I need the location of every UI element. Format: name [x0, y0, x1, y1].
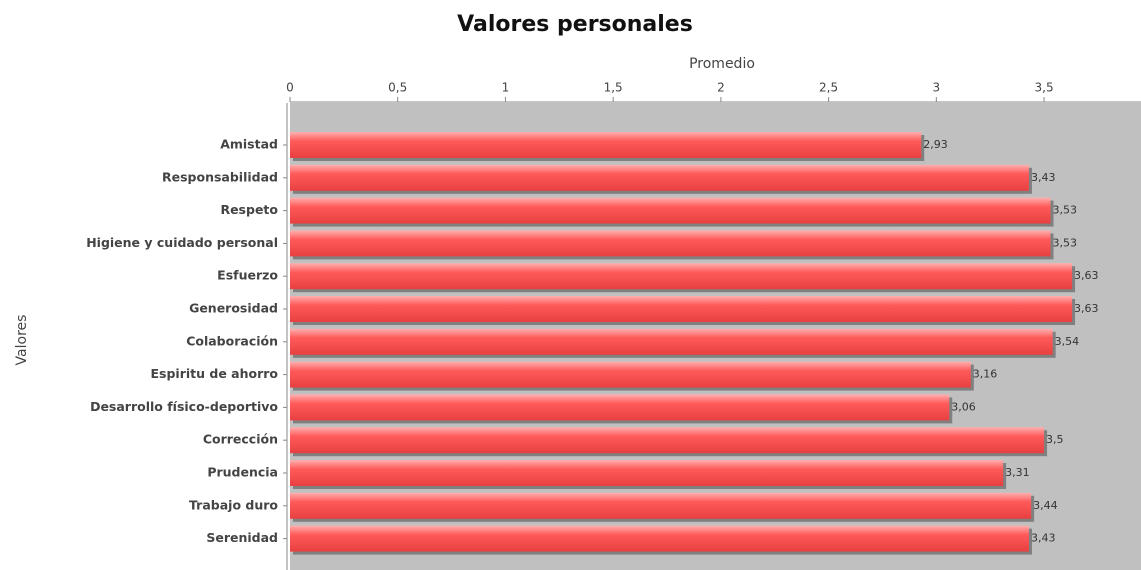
value-label: 3,43 — [1031, 532, 1056, 545]
value-label: 3,31 — [1005, 466, 1030, 479]
bar — [290, 394, 950, 421]
value-label: 3,53 — [1053, 236, 1078, 249]
bar — [290, 230, 1051, 257]
value-label: 3,06 — [951, 400, 976, 413]
x-tick-label: 2 — [717, 81, 725, 95]
x-axis-label: Promedio — [689, 56, 755, 72]
x-tick-label: 3,5 — [1035, 81, 1054, 95]
x-tick-label: 0 — [286, 81, 294, 95]
x-tick-label: 3 — [933, 81, 941, 95]
value-label: 3,54 — [1055, 335, 1080, 348]
bar — [290, 328, 1053, 355]
x-tick-label: 1 — [502, 81, 510, 95]
value-label: 3,16 — [973, 368, 998, 381]
y-tick-label: Serenidad — [206, 530, 278, 545]
y-tick-label: Higiene y cuidado personal — [86, 235, 278, 250]
chart-title: Valores personales — [457, 12, 693, 37]
bar — [290, 525, 1029, 552]
bar — [290, 460, 1004, 486]
bar — [290, 361, 971, 388]
y-tick-label: Corrección — [203, 432, 278, 447]
bar — [290, 263, 1073, 290]
value-label: 3,53 — [1053, 204, 1078, 217]
x-tick-label: 1,5 — [604, 81, 623, 95]
y-tick-label: Responsabilidad — [162, 169, 278, 184]
y-tick-label: Prudencia — [207, 465, 278, 480]
bar — [290, 427, 1045, 454]
value-label: 3,43 — [1031, 171, 1056, 184]
y-tick-label: Esfuerzo — [217, 268, 278, 283]
value-label: 3,63 — [1074, 269, 1099, 282]
y-tick-label: Trabajo duro — [189, 497, 278, 512]
y-tick-label: Respeto — [220, 202, 278, 217]
bar — [290, 164, 1029, 191]
bar — [290, 197, 1051, 224]
value-label: 3,63 — [1074, 302, 1099, 315]
y-tick-label: Espiritu de ahorro — [150, 366, 278, 381]
x-tick-label: 0,5 — [388, 81, 407, 95]
bar — [290, 296, 1073, 322]
value-label: 3,5 — [1046, 433, 1064, 446]
value-label: 3,44 — [1033, 499, 1058, 512]
bar — [290, 492, 1032, 519]
y-tick-label: Generosidad — [189, 301, 278, 316]
y-tick-label: Amistad — [220, 137, 278, 152]
x-tick-label: 2,5 — [819, 81, 838, 95]
y-axis-label: Valores — [14, 315, 30, 366]
y-tick-label: Colaboración — [186, 333, 278, 348]
value-label: 2,93 — [923, 138, 948, 151]
y-tick-label: Desarrollo físico-deportivo — [90, 399, 278, 414]
bar — [290, 132, 922, 158]
